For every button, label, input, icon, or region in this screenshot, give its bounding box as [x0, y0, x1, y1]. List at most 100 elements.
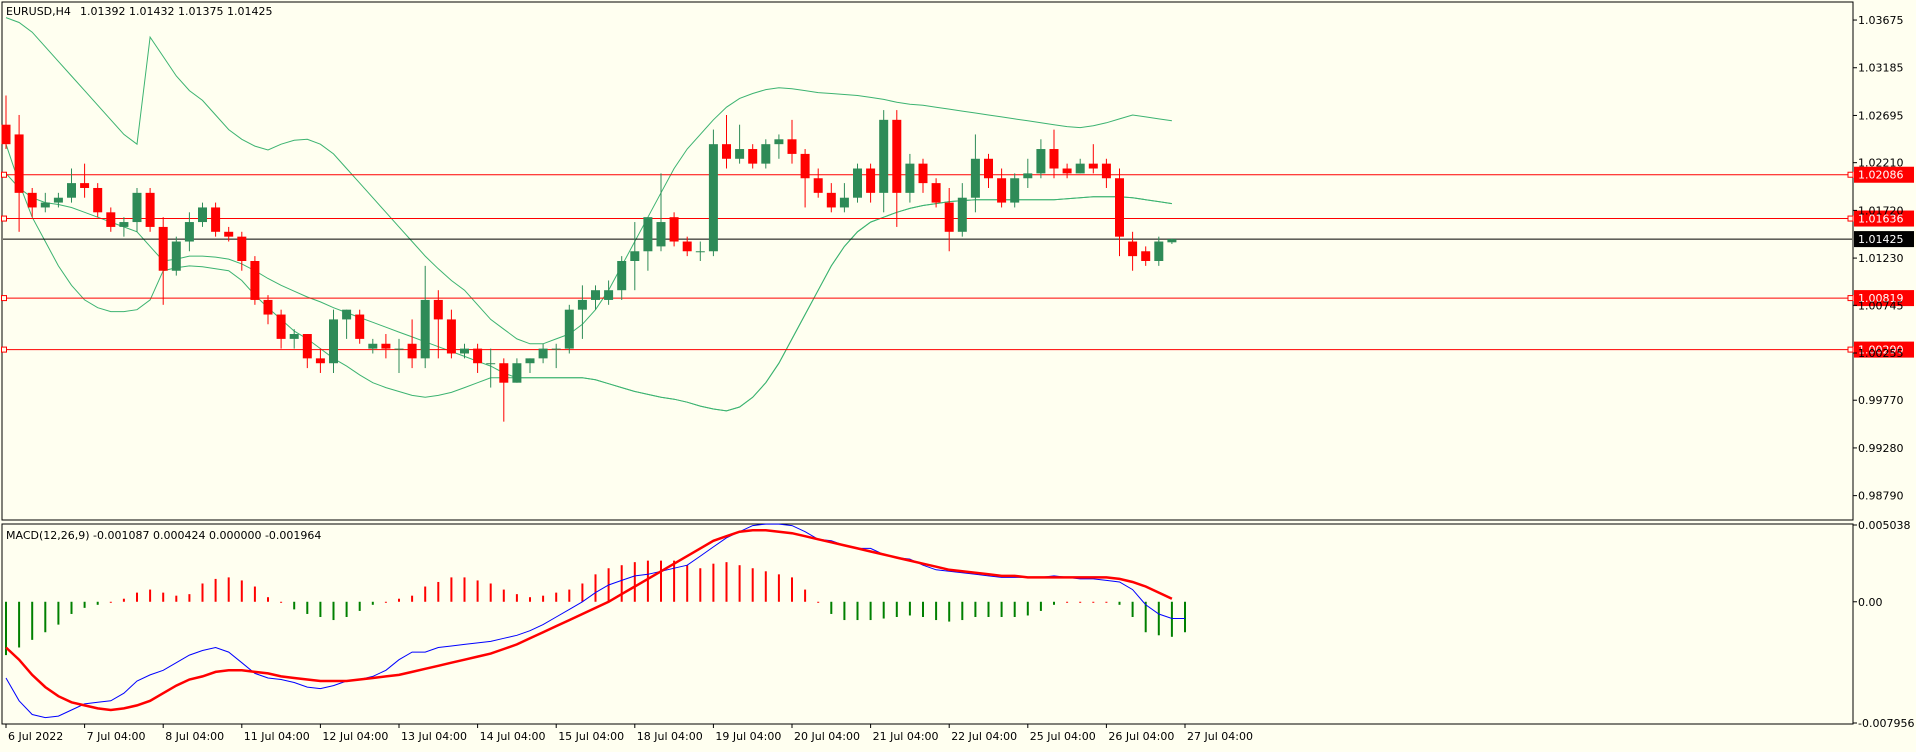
candle-body [708, 144, 718, 252]
macd-tick-label: -0.007956 [1858, 717, 1914, 730]
candle-body [1023, 173, 1033, 179]
candle-body [997, 178, 1007, 203]
ohlc-label: 1.01392 1.01432 1.01375 1.01425 [80, 5, 272, 18]
candle-body [1, 124, 11, 145]
price-tick-label: 1.00745 [1858, 299, 1904, 312]
candle-body [276, 314, 286, 339]
bid-price-label: 1.01425 [1858, 233, 1904, 246]
level-price-tag [1854, 290, 1914, 307]
level-price-tag [1854, 341, 1914, 358]
candle-body [263, 299, 273, 315]
candle-body [106, 212, 116, 227]
candle-body [1010, 178, 1020, 203]
candle-body [433, 299, 443, 320]
candle-body [315, 358, 325, 364]
candle-body [669, 217, 679, 242]
price-tick-label: 0.99770 [1858, 394, 1904, 407]
level-line-handle [1, 215, 7, 222]
candle-body [866, 168, 876, 193]
candle-body [525, 358, 535, 364]
candle-body [198, 207, 207, 223]
candle-body [499, 363, 509, 383]
bollinger-lower-line [5, 144, 1172, 412]
candle-body [355, 314, 365, 339]
candle-body [722, 144, 731, 159]
macd-indicator [5, 523, 1186, 719]
candle-body [617, 261, 627, 291]
macd-tick-label: 0.005038 [1858, 519, 1911, 532]
candle-body [853, 168, 862, 198]
candle-body [145, 192, 155, 227]
candle-body [1141, 251, 1151, 261]
level-line-handle [1847, 295, 1854, 302]
level-line-handle [1847, 346, 1854, 353]
level-price-label: 1.01636 [1858, 213, 1904, 226]
price-axis: 1.03675 1.03185 1.02695 1.02210 1.01720 1.012… [1853, 14, 1904, 503]
candle-body [879, 119, 889, 193]
time-tick-label: 21 Jul 04:00 [873, 730, 939, 743]
candle-body [1128, 241, 1138, 257]
candle-body [564, 309, 574, 349]
candle-body [289, 334, 299, 339]
candle-body [473, 348, 483, 364]
candle-body [984, 158, 993, 179]
price-tick-label: 1.02210 [1858, 157, 1904, 170]
candle-body [538, 348, 548, 359]
candle-body [1036, 149, 1046, 174]
candle-body [1049, 149, 1059, 169]
candle-body [892, 119, 902, 193]
time-tick-label: 27 Jul 04:00 [1187, 730, 1253, 743]
candle-body [407, 343, 417, 359]
time-tick-label: 26 Jul 04:00 [1108, 730, 1174, 743]
candle-body [486, 363, 496, 365]
price-tick-label: 1.02695 [1858, 109, 1904, 122]
level-price-label: 1.00290 [1858, 344, 1904, 357]
time-tick-label: 25 Jul 04:00 [1030, 730, 1096, 743]
candle-body [342, 309, 352, 320]
candle-body [774, 139, 784, 145]
time-tick-label: 22 Jul 04:00 [951, 730, 1017, 743]
candle-body [656, 222, 666, 247]
symbol-label: EURUSD,H4 [6, 5, 71, 18]
candle-body [682, 241, 692, 252]
candle-body [800, 153, 810, 179]
bollinger-bands [5, 17, 1172, 412]
candle-body [119, 222, 129, 227]
candle-body [944, 202, 954, 232]
candle-body [446, 319, 456, 354]
macd-pane-frame [1, 523, 1854, 725]
candle-body [237, 236, 247, 261]
price-tick-label: 1.03675 [1858, 14, 1904, 27]
price-pane-frame [1, 1, 1854, 521]
time-tick-label: 13 Jul 04:00 [401, 730, 467, 743]
time-axis: 6 Jul 2022 7 Jul 04:00 8 Jul 04:00 11 Jul 0… [5, 724, 1253, 743]
candle-body [591, 290, 600, 300]
candle-body [368, 343, 378, 349]
candle-body [53, 197, 63, 203]
candle-body [970, 158, 980, 198]
candle-body [813, 178, 823, 193]
candle-body [67, 183, 76, 198]
price-tick-label: 0.99280 [1858, 442, 1904, 455]
candle-body [302, 334, 312, 359]
candle-body [918, 163, 928, 184]
candle-body [905, 163, 915, 193]
time-tick-label: 6 Jul 2022 [8, 730, 63, 743]
time-tick-label: 20 Jul 04:00 [794, 730, 860, 743]
candle-body [787, 139, 797, 154]
candle-body [171, 241, 181, 271]
candle-body [761, 144, 771, 164]
candle-body [80, 183, 90, 188]
price-tick-label: 1.00255 [1858, 347, 1904, 360]
candle-body [1088, 163, 1098, 169]
candle-body [14, 134, 24, 193]
candle-body [184, 222, 194, 242]
level-line-handle [1, 346, 7, 353]
candle-body [630, 251, 640, 261]
candle-body [420, 299, 430, 359]
macd-signal-line [5, 528, 1173, 712]
candle-body [132, 192, 142, 223]
candle-body [551, 348, 561, 350]
